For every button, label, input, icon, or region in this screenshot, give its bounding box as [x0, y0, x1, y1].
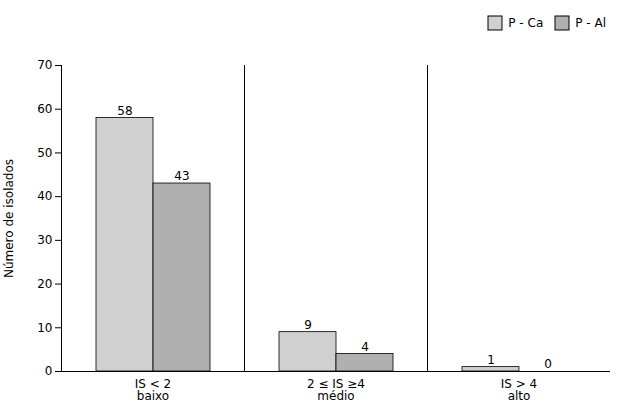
svg-text:1: 1	[487, 353, 495, 367]
svg-text:40: 40	[37, 189, 52, 203]
svg-text:0: 0	[45, 364, 53, 378]
svg-text:9: 9	[304, 318, 312, 332]
svg-text:58: 58	[117, 104, 132, 118]
html-text:P - Ca: P - Ca	[508, 15, 544, 30]
svg-text:60: 60	[37, 102, 52, 116]
svg-text:IS < 2baixo: IS < 2baixo	[135, 377, 171, 403]
svg-text:30: 30	[37, 233, 52, 247]
svg-text:20: 20	[37, 277, 52, 291]
html-text:P - Al: P - Al	[575, 15, 606, 30]
svg-text:0: 0	[544, 357, 552, 371]
svg-text:43: 43	[174, 169, 189, 183]
svg-text:50: 50	[37, 146, 52, 160]
svg-text:70: 70	[37, 58, 52, 72]
svg-text:IS > 4alto: IS > 4alto	[501, 377, 537, 403]
svg-text:Número de isolados: Número de isolados	[2, 159, 16, 278]
svg-text:4: 4	[361, 340, 369, 354]
svg-text:10: 10	[37, 321, 52, 335]
svg-text:2 ≤ IS ≥4médio: 2 ≤ IS ≥4médio	[307, 377, 365, 403]
